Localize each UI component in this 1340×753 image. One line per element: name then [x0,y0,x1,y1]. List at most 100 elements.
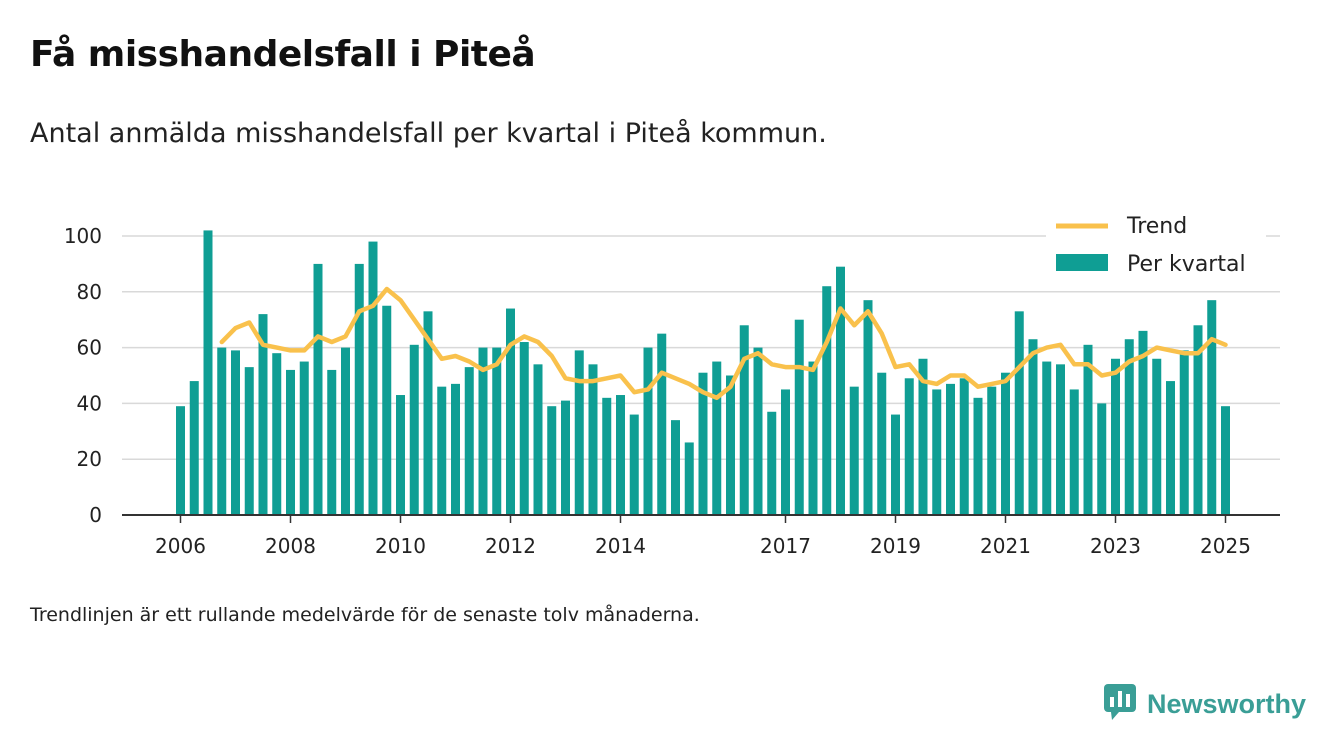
bar [203,230,213,516]
x-tick-label: 2010 [375,534,426,558]
bar [863,300,873,515]
brand-name: Newsworthy [1147,688,1307,719]
y-tick-label: 0 [89,503,102,527]
bar [959,378,969,515]
bar [877,372,887,515]
bar [176,406,185,515]
bar [1207,300,1217,515]
bar [354,263,364,515]
bar [726,375,735,515]
bar [794,319,804,515]
bar [519,342,529,515]
bar [602,397,612,515]
bar [822,286,832,515]
chart-subtitle: Antal anmälda misshandelsfall per kvarta… [30,118,827,149]
x-tick-label: 2021 [980,534,1031,558]
bar [808,361,818,515]
bar [1111,358,1120,515]
bar [451,383,460,515]
bar [671,420,680,515]
bar [946,383,955,515]
bar [574,350,584,515]
x-tick-label: 2017 [760,534,811,558]
bar [313,263,323,515]
bar [1166,381,1175,515]
bar [1124,339,1134,515]
bar [506,308,515,515]
bar [258,314,268,515]
bar [918,358,928,515]
bar [1152,358,1162,515]
y-tick-label: 80 [77,280,102,304]
chart: 0 20 40 60 80 100 2006 2008 2010 2012 2014 2017 2019… [63,210,1280,558]
bar [932,389,942,515]
bar [396,395,405,515]
bar [973,397,983,515]
bar [341,347,350,515]
bar [327,369,337,515]
bar [423,311,433,515]
bar [1179,350,1189,515]
bar [437,386,447,515]
bar [368,241,378,515]
x-tick-label: 2023 [1090,534,1141,558]
bar [684,442,694,515]
bar [561,400,570,515]
bar [904,378,914,515]
bar [189,381,199,515]
bar-series [176,230,1230,516]
bar [1042,361,1052,515]
x-tick-label: 2014 [595,534,646,558]
bar [781,389,790,515]
brand-logo[interactable]: Newsworthy [1103,683,1306,725]
x-tick-label: 2006 [155,534,206,558]
legend-label-trend: Trend [1126,214,1187,239]
trend-series [219,286,1228,401]
bar [1028,339,1038,515]
legend-bars-swatch [1056,254,1108,271]
bar [409,344,419,515]
legend: Trend Per kvartal [1046,210,1266,284]
bar [1097,403,1107,515]
bar [1014,311,1024,515]
bar [1138,330,1148,515]
bar [492,347,502,515]
x-tick-label: 2019 [870,534,921,558]
bar [1001,372,1010,515]
bar [657,333,667,515]
legend-background [1046,210,1266,284]
bar [533,364,543,515]
bar [643,347,653,515]
bar [299,361,309,515]
bar [1083,344,1093,515]
bar [1056,364,1065,515]
bar [244,367,254,515]
chart-title: Få misshandelsfall i Piteå [30,34,536,75]
bar [698,372,708,515]
bar [987,386,997,515]
y-tick-label: 100 [64,224,102,248]
bar [382,305,392,515]
axes: 0 20 40 60 80 100 2006 2008 2010 2012 2014 2017 2019… [64,224,1280,558]
bar [1193,325,1203,515]
bar [767,411,777,515]
bar [712,361,722,515]
legend-label-bars: Per kvartal [1127,252,1246,277]
bar [616,395,625,515]
bar [272,353,282,515]
y-tick-label: 60 [77,336,102,360]
x-tick-label: 2008 [265,534,316,558]
x-tick-label: 2012 [485,534,536,558]
bar [464,367,474,515]
bar [629,414,639,515]
bar [836,266,845,515]
footnote: Trendlinjen är ett rullande medelvärde f… [30,604,700,626]
bar [588,364,598,515]
bar [849,386,859,515]
newsworthy-logo-icon [1103,683,1137,725]
bar [1069,389,1079,515]
x-tick-label: 2025 [1200,534,1251,558]
bar [739,325,749,515]
bar [286,369,295,515]
y-tick-label: 40 [77,391,102,415]
